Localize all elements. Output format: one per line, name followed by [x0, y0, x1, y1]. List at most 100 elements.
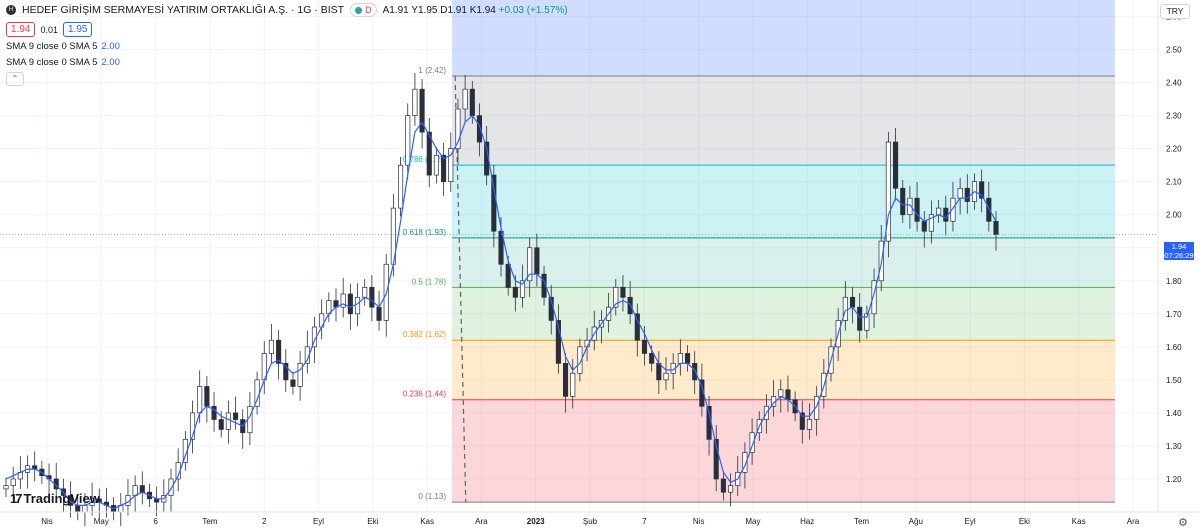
time-tick-label: May: [94, 517, 109, 526]
time-tick-label: Kas: [1072, 517, 1086, 526]
time-tick-label: Ağu: [909, 517, 923, 526]
candle-body: [721, 479, 725, 492]
fib-fill-band: [452, 76, 1115, 165]
candle-body: [248, 406, 252, 432]
candle-body: [621, 287, 625, 297]
fib-level-label: 0 (1.13): [418, 492, 446, 501]
candle-body: [355, 297, 359, 314]
time-tick-label: Şub: [583, 517, 598, 526]
last-price-tag: 1.94 07:26:29: [1164, 242, 1194, 260]
time-tick-label: Eyl: [965, 517, 976, 526]
fib-level-label: 0.236 (1.44): [403, 390, 446, 399]
time-axis: Nis May 6 Tem 2 Eyl Eki Kas Ara 2023 Şub 7 Nis May Haz…: [0, 512, 1200, 526]
fib-fill-band: [452, 400, 1115, 502]
candle-body: [728, 486, 732, 493]
price-tick-label: 1.40: [1166, 409, 1182, 418]
candle-body: [205, 386, 209, 406]
time-tick-label: Haz: [800, 517, 814, 526]
price-tick-label: 2.00: [1166, 211, 1182, 220]
candle-body: [406, 116, 410, 166]
fib-fill-band: [452, 340, 1115, 399]
candle-body: [362, 287, 366, 297]
candle-body: [779, 390, 783, 397]
candle-body: [398, 165, 402, 208]
fib-fill-band: [452, 238, 1115, 288]
fib-level-label: 0.5 (1.78): [412, 277, 447, 286]
time-tick-label: 2023: [527, 517, 545, 526]
indicator-legend-1[interactable]: SMA 9 close 0 SMA 5 2.00: [6, 41, 120, 52]
candle-body: [944, 208, 948, 221]
time-tick-label: Eyl: [313, 517, 324, 526]
time-tick-label: 2: [262, 517, 267, 526]
time-tick-label: Eki: [367, 517, 378, 526]
ohlc-values: A1.91 Y1.95 D1.91 K1.94 +0.03 (+1.57%): [383, 5, 568, 16]
currency-selector[interactable]: TRY: [1160, 4, 1190, 19]
tradingview-logo[interactable]: 17 TradingView: [10, 491, 100, 506]
time-tick-label: Ara: [1127, 517, 1140, 526]
sell-button[interactable]: 1.94: [6, 22, 35, 37]
fib-level-label: 0.382 (1.62): [403, 330, 446, 339]
candle-body: [233, 413, 237, 420]
candle-body: [133, 486, 137, 496]
time-tick-label: Eki: [1019, 517, 1030, 526]
candle-body: [291, 380, 295, 387]
candle-body: [994, 221, 998, 234]
candle-body: [377, 307, 381, 320]
buy-button[interactable]: 1.95: [63, 22, 92, 37]
price-tick-label: 2.50: [1166, 46, 1182, 55]
candle-body: [685, 353, 689, 363]
candle-body: [958, 188, 962, 198]
time-tick-label: 6: [153, 517, 158, 526]
candle-body: [370, 287, 374, 307]
fib-level-label: 1 (2.42): [418, 66, 446, 75]
fib-level-label: 0.618 (1.93): [403, 228, 446, 237]
price-tick-label: 2.10: [1166, 178, 1182, 187]
candle-body: [4, 486, 8, 489]
candle-body: [269, 340, 273, 353]
candle-body: [893, 142, 897, 188]
time-tick-label: Tem: [202, 517, 217, 526]
candle-body: [11, 479, 15, 486]
candle-body: [649, 353, 653, 363]
time-tick-label: Tem: [854, 517, 869, 526]
trade-buttons: 1.94 0.01 1.95: [6, 22, 92, 37]
axis-settings-gear-icon[interactable]: ⚙: [1176, 516, 1190, 530]
candle-body: [348, 294, 352, 314]
candle-body: [413, 89, 417, 115]
candle-body: [922, 221, 926, 231]
candle-body: [140, 486, 144, 493]
candle-body: [76, 505, 80, 512]
tradingview-mark-icon: 17: [10, 491, 20, 506]
candle-body: [492, 175, 496, 231]
candle-body: [463, 89, 467, 109]
market-status[interactable]: D: [350, 3, 377, 17]
symbol-title[interactable]: HEDEF GİRİŞİM SERMAYESİ YATIRIM ORTAKLIĞ…: [22, 4, 344, 16]
price-tick-label: 1.50: [1166, 376, 1182, 385]
time-tick-label: Kas: [420, 517, 434, 526]
candle-body: [901, 188, 905, 214]
time-tick-label: Nis: [41, 517, 53, 526]
price-tick-label: 1.20: [1166, 475, 1182, 484]
price-tick-label: 1.80: [1166, 277, 1182, 286]
candle-body: [936, 208, 940, 215]
candle-body: [219, 420, 223, 430]
candle-body: [692, 363, 696, 380]
price-tick-label: 2.30: [1166, 112, 1182, 121]
fibonacci-fills: [452, 0, 1115, 502]
candle-body: [434, 155, 438, 175]
price-axis: 1.201.301.401.501.601.701.801.902.002.10…: [1158, 0, 1200, 531]
collapse-legend-chevron-icon[interactable]: ⌃: [6, 72, 24, 86]
candle-body: [678, 353, 682, 363]
spread-value: 0.01: [40, 25, 58, 35]
candle-body: [965, 188, 969, 201]
market-status-flag: D: [365, 5, 372, 15]
candle-body: [915, 198, 919, 221]
candle-body: [535, 248, 539, 274]
time-tick-label: May: [745, 517, 760, 526]
time-tick-label: Ara: [475, 517, 488, 526]
indicator-legend-2[interactable]: SMA 9 close 0 SMA 5 2.00: [6, 57, 120, 68]
candle-body: [664, 373, 668, 380]
symbol-header: H HEDEF GİRİŞİM SERMAYESİ YATIRIM ORTAKL…: [6, 3, 568, 17]
time-tick-label: Nis: [693, 517, 705, 526]
